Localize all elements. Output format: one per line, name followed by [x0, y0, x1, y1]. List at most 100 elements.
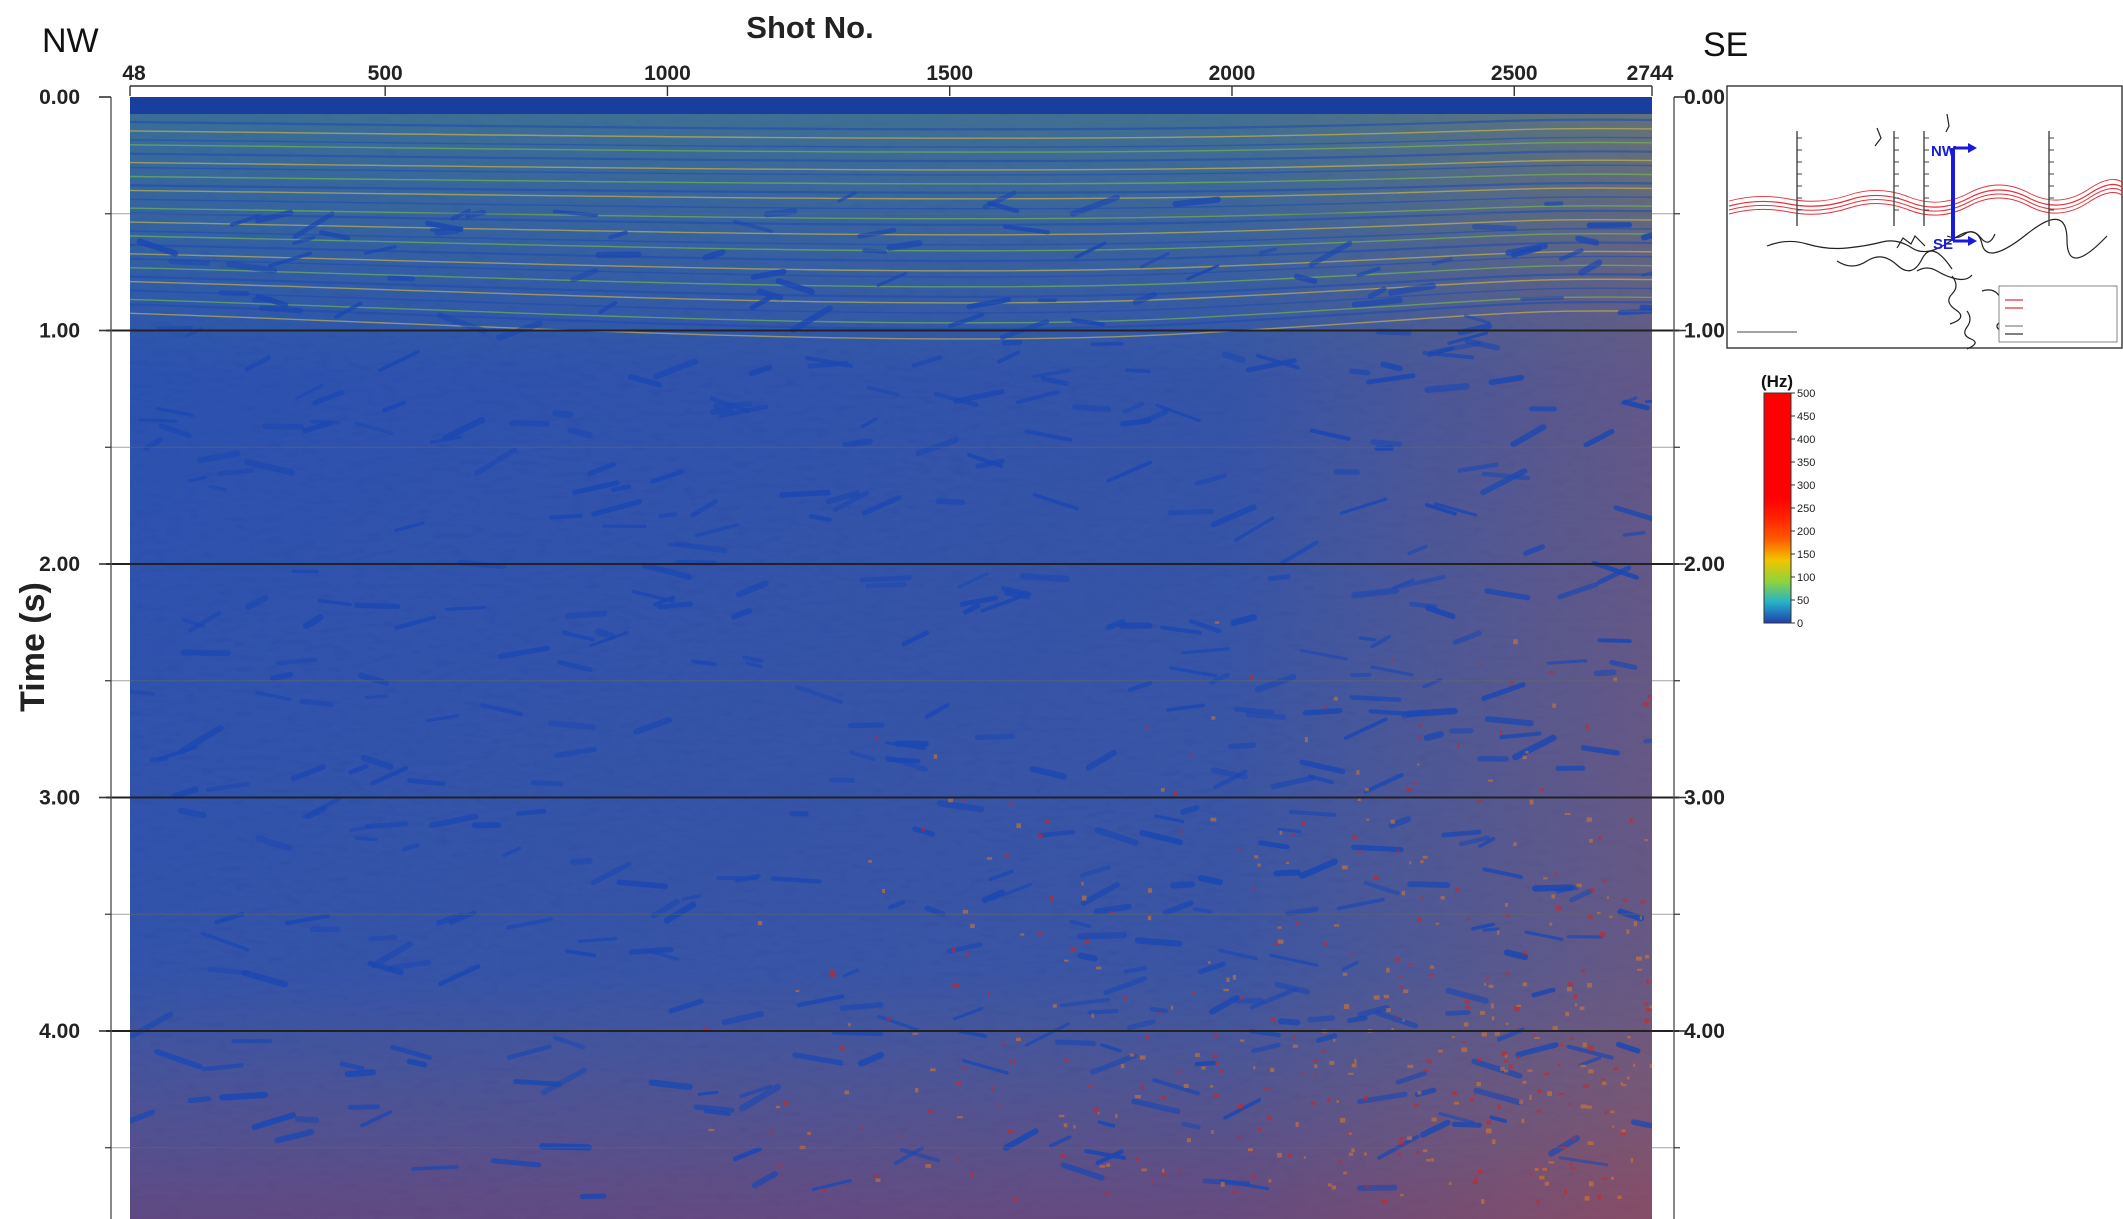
warm-speckle — [1636, 956, 1642, 961]
event-streak — [668, 998, 704, 1014]
warm-speckle — [1178, 830, 1183, 833]
time-tick-label-right: 4.00 — [1684, 1020, 1725, 1043]
warm-speckle — [1290, 833, 1296, 836]
event-streak — [158, 423, 192, 439]
event-streak — [1597, 638, 1632, 644]
event-streak — [641, 562, 692, 580]
event-streak — [1478, 836, 1496, 848]
warm-speckle — [1064, 1058, 1070, 1062]
event-streak — [255, 293, 289, 308]
warm-speckle — [1331, 1185, 1337, 1190]
warm-speckle — [1407, 1064, 1414, 1068]
warm-speckle — [1417, 917, 1422, 923]
warm-speckle — [1064, 959, 1069, 962]
warm-speckle — [1015, 1037, 1022, 1042]
warm-speckle — [1643, 702, 1650, 707]
warm-speckle — [1429, 965, 1435, 969]
time-tick-label-right: 1.00 — [1684, 320, 1725, 343]
event-streak — [1278, 1018, 1301, 1026]
warm-speckle — [1326, 1097, 1331, 1103]
event-streak — [862, 248, 887, 255]
event-streak — [748, 364, 773, 377]
legend-unit-label: (Hz) — [1761, 372, 1793, 391]
warm-speckle — [1556, 906, 1562, 911]
event-streak — [348, 764, 369, 775]
event-streak — [155, 406, 194, 417]
warm-speckle — [1214, 1093, 1219, 1099]
event-streak — [490, 1158, 542, 1168]
warm-speckle — [1351, 1148, 1355, 1153]
event-streak — [1070, 317, 1105, 327]
warm-speckle — [769, 1130, 775, 1133]
inset-nw-label: NW — [1931, 143, 1957, 160]
event-streak — [1015, 390, 1060, 405]
event-streak — [1548, 1135, 1580, 1157]
event-streak — [1392, 578, 1415, 590]
event-streak — [1079, 865, 1111, 878]
warm-speckle — [1486, 1120, 1492, 1125]
event-streak — [1194, 473, 1227, 486]
event-streak — [1489, 1115, 1507, 1124]
warm-speckle — [915, 1087, 919, 1093]
event-streak — [966, 297, 1012, 310]
fault-line — [1728, 179, 2123, 203]
warm-speckle — [1435, 922, 1440, 925]
warm-speckle — [1529, 1095, 1532, 1100]
warm-speckle — [1543, 877, 1548, 880]
event-streak — [1471, 1058, 1523, 1079]
event-streak — [690, 659, 717, 667]
warm-speckle — [1529, 1172, 1533, 1176]
warm-speckle — [1448, 1182, 1452, 1185]
shot-tick-label: 1000 — [644, 62, 691, 85]
event-streak — [1181, 647, 1231, 655]
reflector-line — [130, 164, 1652, 176]
warm-speckle — [962, 1066, 966, 1070]
event-streak — [1484, 716, 1534, 727]
warm-speckle — [1373, 995, 1380, 1000]
event-streak — [1249, 986, 1298, 1010]
event-streak — [364, 821, 409, 830]
warm-speckle — [1334, 924, 1340, 927]
event-streak — [206, 781, 250, 792]
warm-speckle — [1539, 788, 1544, 792]
event-streak — [1105, 618, 1126, 631]
inset-section-arrow: NW SE — [1931, 143, 1977, 253]
event-streak — [370, 765, 409, 786]
event-streak — [718, 404, 769, 418]
event-streak — [1315, 1033, 1338, 1043]
warm-speckle — [1333, 696, 1338, 701]
event-streak — [1617, 308, 1652, 316]
warm-speckle — [1037, 834, 1043, 838]
warm-speckle — [1420, 860, 1424, 864]
event-streak — [859, 575, 912, 583]
warm-speckle — [986, 857, 993, 860]
event-streak — [312, 389, 345, 406]
warm-speckle — [1401, 890, 1405, 896]
warm-speckle — [1588, 1181, 1594, 1187]
reflector-line — [130, 300, 1652, 331]
legend-tick-label: 300 — [1797, 480, 1815, 492]
event-streak — [1299, 759, 1346, 775]
event-streak — [999, 319, 1050, 340]
warm-speckle — [1644, 1018, 1650, 1024]
warm-speckle — [1398, 975, 1401, 979]
warm-speckle — [1627, 1036, 1631, 1039]
event-streak — [1512, 734, 1557, 761]
event-streak — [394, 521, 425, 532]
warm-speckle — [1301, 821, 1306, 826]
warm-speckle — [1160, 1095, 1167, 1101]
event-streak — [1032, 368, 1071, 379]
event-streak — [1095, 1149, 1124, 1166]
event-streak — [1223, 1098, 1262, 1120]
event-streak — [1356, 1184, 1398, 1192]
event-streak — [178, 724, 224, 755]
warm-speckle — [1601, 1078, 1605, 1081]
warm-speckle — [1232, 1190, 1237, 1194]
warm-speckle — [1417, 1091, 1422, 1095]
event-streak — [1366, 373, 1416, 385]
warm-speckle — [1304, 737, 1308, 743]
warm-speckle — [1574, 1002, 1578, 1007]
event-streak — [219, 1091, 268, 1101]
event-streak — [1069, 919, 1092, 929]
warm-speckle — [1223, 988, 1229, 992]
